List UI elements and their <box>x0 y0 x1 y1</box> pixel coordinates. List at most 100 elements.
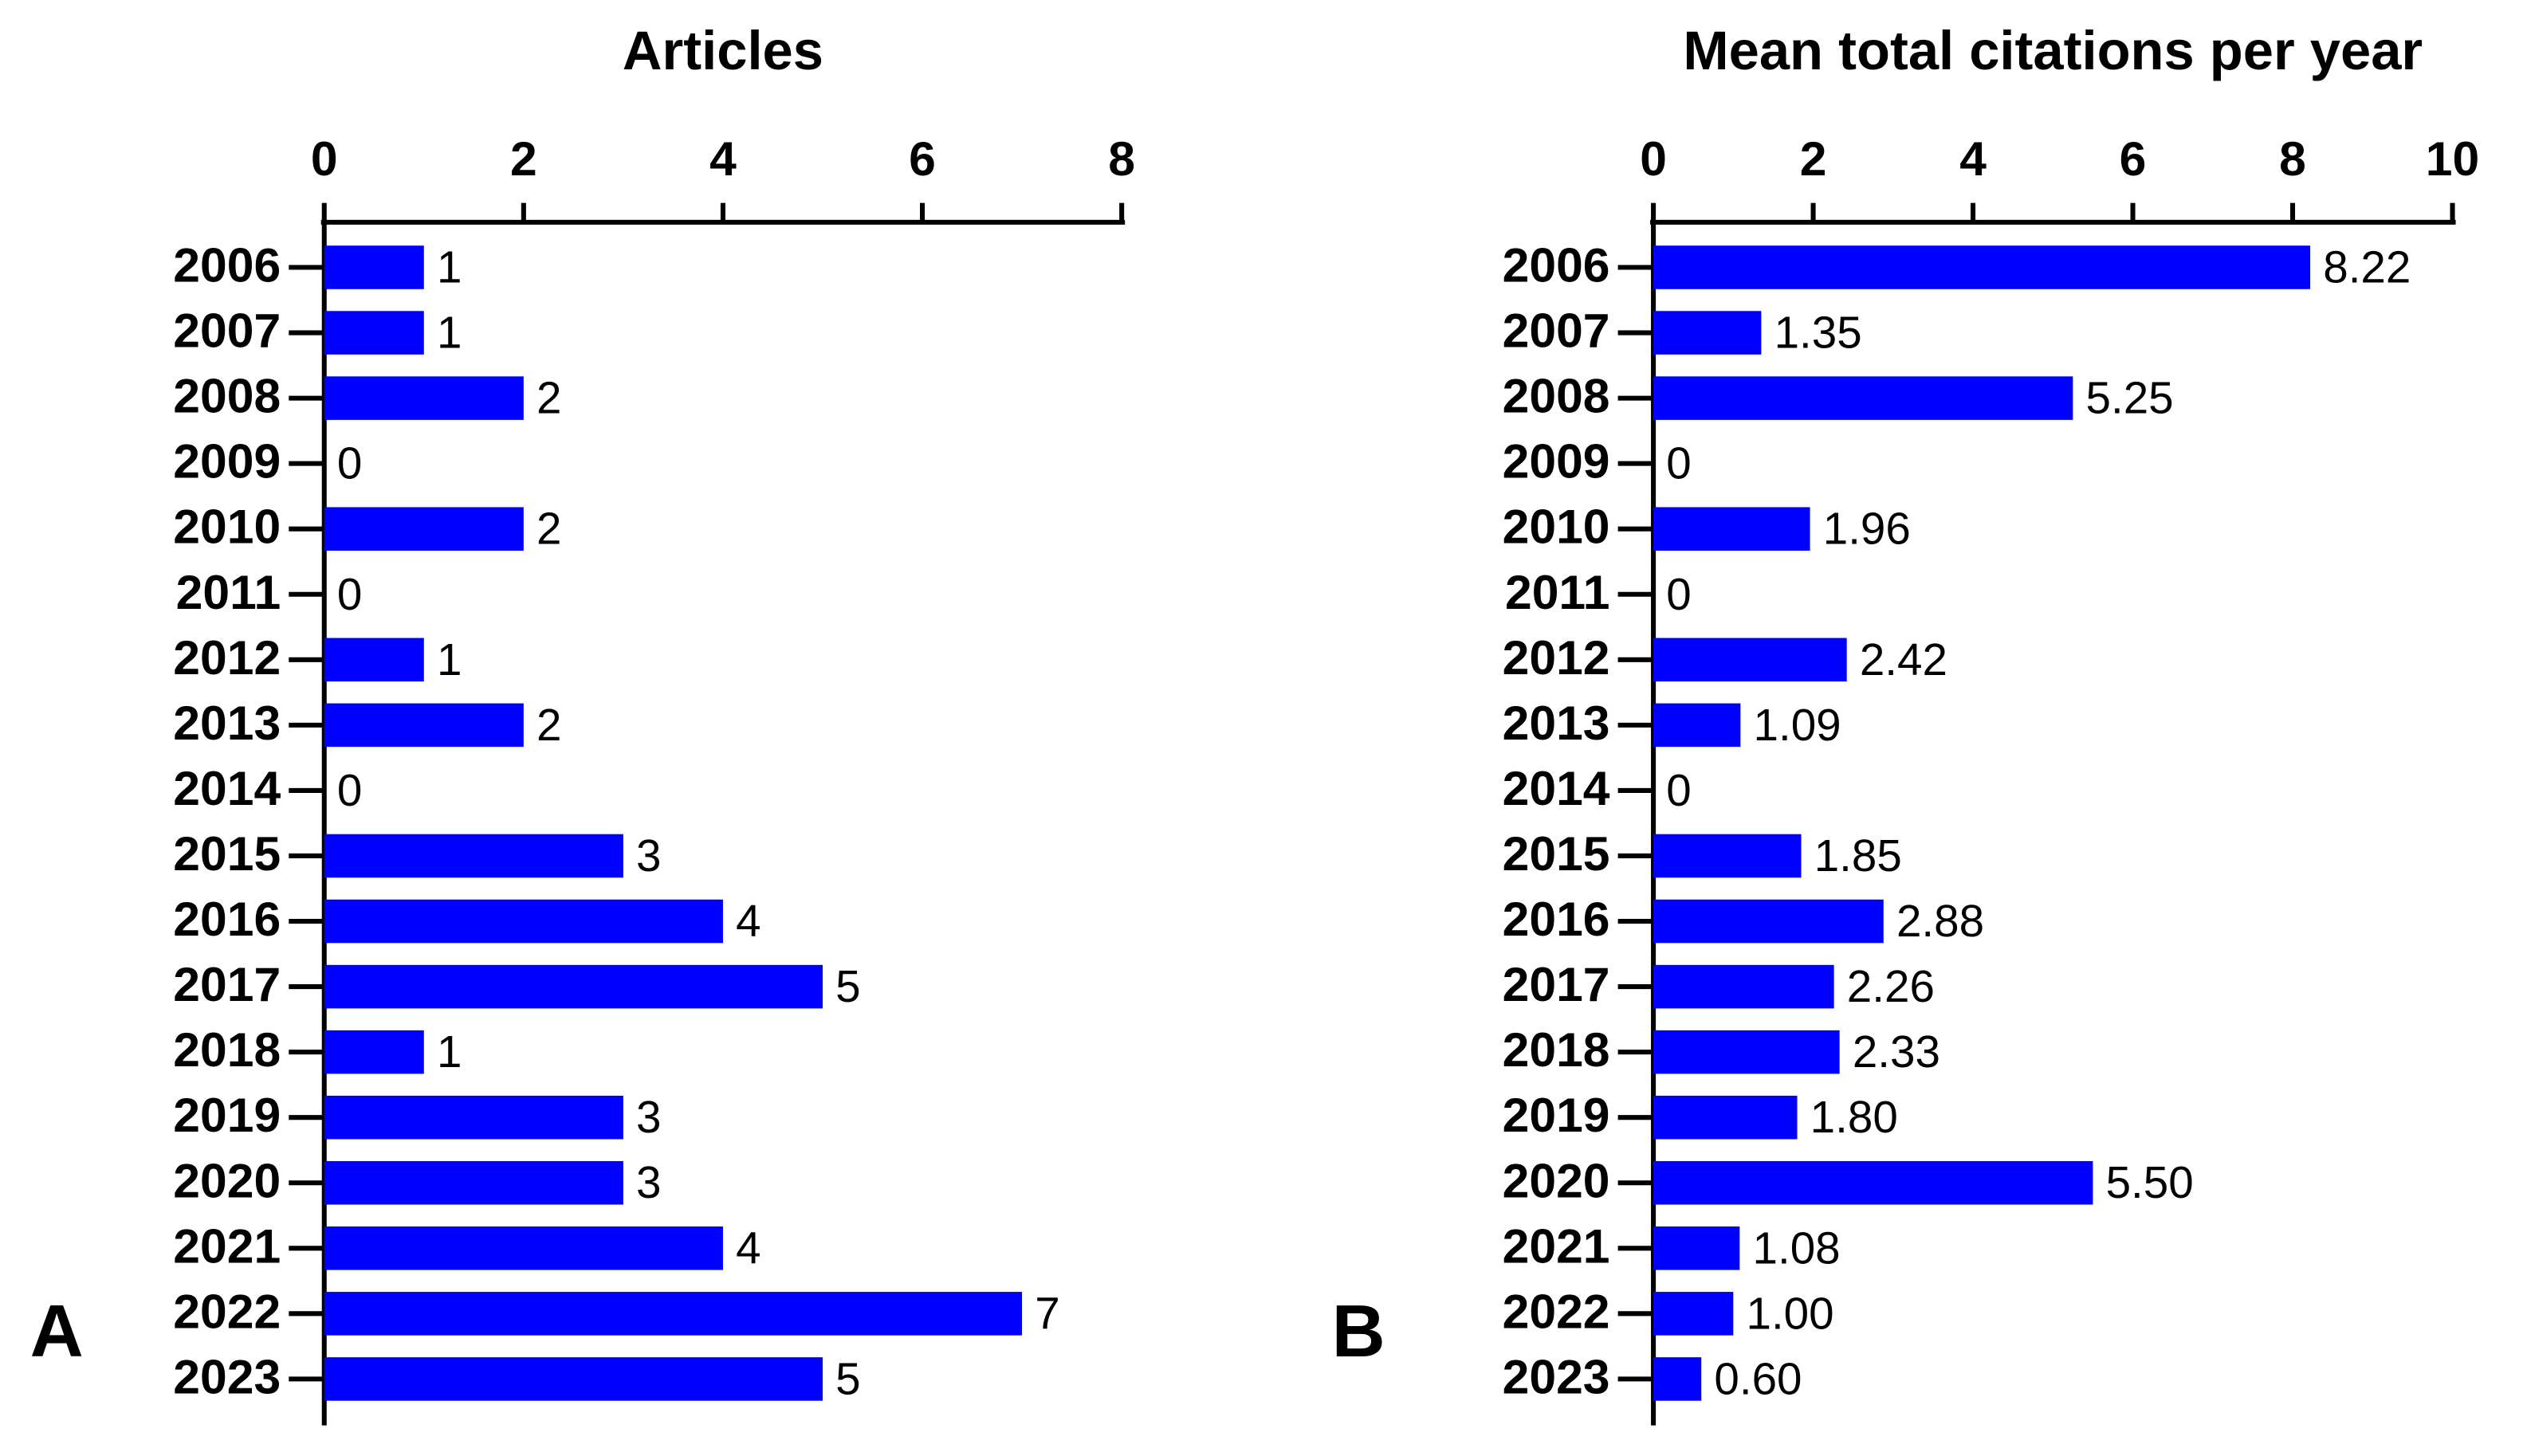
bar <box>324 1030 424 1074</box>
data-label: 2.33 <box>1853 1026 1940 1077</box>
x-tick-label: 0 <box>1640 131 1667 186</box>
data-label: 1.00 <box>1746 1288 1833 1338</box>
y-tick-label: 2013 <box>1503 696 1610 750</box>
bar <box>324 1292 1023 1336</box>
bar <box>324 507 524 551</box>
bar <box>324 899 723 944</box>
y-tick-label: 2009 <box>173 434 281 489</box>
data-label: 2.88 <box>1896 896 1984 946</box>
x-tick-label: 0 <box>311 131 338 186</box>
y-tick-label: 2016 <box>173 892 281 946</box>
y-tick-label: 2014 <box>173 761 281 815</box>
data-label: 7 <box>1035 1288 1059 1338</box>
data-label: 0 <box>1666 438 1691 489</box>
bar <box>1653 1292 1734 1336</box>
y-tick-label: 2020 <box>173 1153 281 1207</box>
y-tick-label: 2012 <box>1503 630 1610 685</box>
data-label: 0 <box>1666 569 1691 619</box>
panel-label: A <box>30 1289 84 1372</box>
bar <box>324 834 623 878</box>
data-label: 3 <box>636 1157 661 1207</box>
data-label: 0 <box>337 438 362 489</box>
bar <box>324 1160 623 1205</box>
y-tick-label: 2021 <box>173 1219 281 1273</box>
y-tick-label: 2011 <box>176 565 281 619</box>
data-label: 4 <box>736 896 760 946</box>
bar <box>1653 376 2073 420</box>
y-tick-label: 2015 <box>173 826 281 881</box>
y-tick-label: 2019 <box>173 1088 281 1142</box>
bar <box>324 638 424 682</box>
data-label: 1.08 <box>1753 1222 1841 1273</box>
data-label: 5.50 <box>2106 1157 2194 1207</box>
data-label: 2 <box>536 504 561 554</box>
bar <box>324 703 524 748</box>
x-tick-label: 6 <box>2120 131 2147 186</box>
bar <box>1653 638 1847 682</box>
y-tick-label: 2021 <box>1503 1219 1610 1273</box>
data-label: 0.60 <box>1714 1353 1802 1403</box>
y-tick-label: 2010 <box>173 500 281 554</box>
panel-label: B <box>1332 1289 1385 1372</box>
y-tick-label: 2009 <box>1503 434 1610 489</box>
data-label: 5.25 <box>2086 373 2174 423</box>
data-label: 2.42 <box>1860 634 1947 685</box>
data-label: 0 <box>337 569 362 619</box>
data-label: 1.85 <box>1814 830 1902 881</box>
data-label: 2 <box>536 373 561 423</box>
y-tick-label: 2012 <box>173 630 281 685</box>
data-label: 4 <box>736 1222 760 1273</box>
x-tick-label: 4 <box>1959 131 1987 186</box>
x-tick-label: 6 <box>909 131 936 186</box>
data-label: 1.09 <box>1754 700 1841 750</box>
data-label: 0 <box>1666 765 1691 815</box>
data-label: 0 <box>337 765 362 815</box>
bar <box>1653 703 1741 748</box>
data-label: 8.22 <box>2323 241 2411 292</box>
data-label: 1 <box>437 1026 462 1077</box>
chart-title: Articles <box>623 20 823 81</box>
y-tick-label: 2019 <box>1503 1088 1610 1142</box>
x-tick-label: 8 <box>2279 131 2306 186</box>
y-tick-label: 2016 <box>1503 892 1610 946</box>
y-tick-label: 2018 <box>1503 1022 1610 1077</box>
bar <box>1653 1226 1740 1270</box>
y-tick-label: 2011 <box>1505 565 1610 619</box>
bar <box>1653 834 1802 878</box>
data-label: 1.35 <box>1774 308 1862 358</box>
data-label: 1 <box>437 241 462 292</box>
y-tick-label: 2022 <box>1503 1284 1610 1338</box>
bar <box>324 311 424 355</box>
y-tick-label: 2017 <box>1503 957 1610 1011</box>
bar <box>1653 1095 1798 1140</box>
data-label: 3 <box>636 1092 661 1142</box>
data-label: 1 <box>437 634 462 685</box>
data-label: 2.26 <box>1847 961 1935 1011</box>
y-tick-label: 2013 <box>173 696 281 750</box>
bar <box>1653 245 2311 289</box>
y-tick-label: 2023 <box>173 1349 281 1403</box>
x-tick-label: 2 <box>1800 131 1827 186</box>
y-tick-label: 2007 <box>1503 304 1610 358</box>
bar <box>1653 507 1810 551</box>
bar <box>1653 1030 1840 1074</box>
y-tick-label: 2010 <box>1503 500 1610 554</box>
chart-title: Mean total citations per year <box>1683 20 2423 81</box>
bar <box>1653 1160 2093 1205</box>
y-tick-label: 2006 <box>1503 238 1610 292</box>
y-tick-label: 2020 <box>1503 1153 1610 1207</box>
y-tick-label: 2018 <box>173 1022 281 1077</box>
bar <box>324 964 823 1009</box>
x-tick-label: 8 <box>1108 131 1135 186</box>
y-tick-label: 2008 <box>1503 369 1610 423</box>
bar <box>1653 1357 1702 1401</box>
data-label: 1 <box>437 308 462 358</box>
data-label: 1.80 <box>1810 1092 1898 1142</box>
data-label: 5 <box>835 1353 860 1403</box>
y-tick-label: 2017 <box>173 957 281 1011</box>
y-tick-label: 2006 <box>173 238 281 292</box>
y-tick-label: 2023 <box>1503 1349 1610 1403</box>
y-tick-label: 2022 <box>173 1284 281 1338</box>
x-tick-label: 4 <box>709 131 737 186</box>
